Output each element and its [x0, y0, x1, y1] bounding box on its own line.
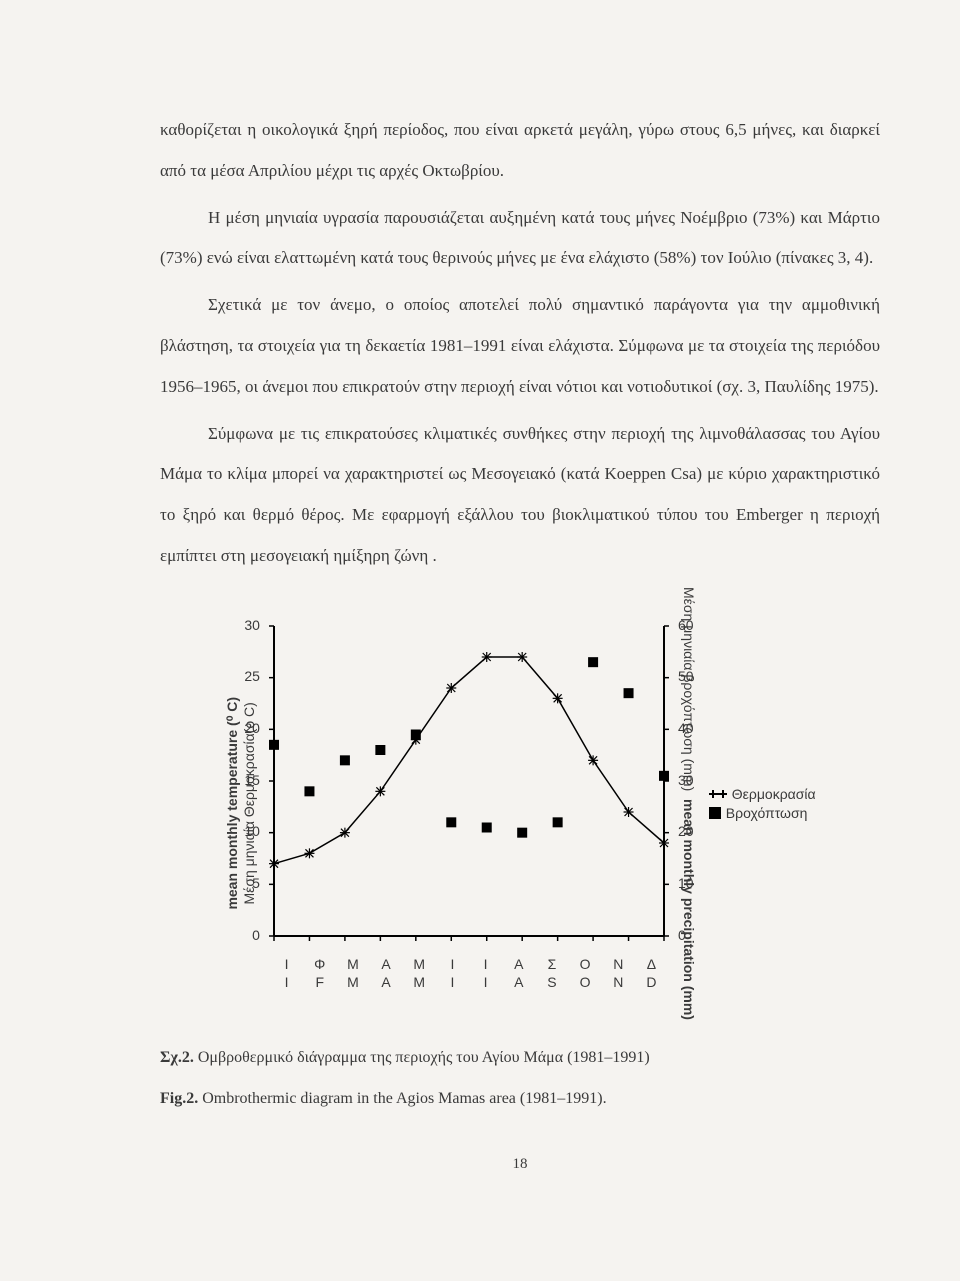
paragraph-4: Σύμφωνα με τις επικρατούσες κλιματικές σ… — [160, 414, 880, 577]
paragraph-3: Σχετικά με τον άνεμο, ο οποίος αποτελεί … — [160, 285, 880, 407]
x-tick: ΑA — [369, 955, 402, 991]
page-number: 18 — [160, 1156, 880, 1173]
x-axis-ticks: ΙIΦFΜMΑAΜMΙIΙIΑAΣSΟOΝNΔD — [264, 955, 674, 991]
right-y-axis-label: Μέση μηνιαία βροχόπτωση (mm) mean monthl… — [680, 587, 697, 1020]
right-tick: 0 — [678, 927, 702, 943]
legend-square-icon — [709, 807, 721, 819]
right-tick: 20 — [678, 823, 702, 839]
right-tick: 30 — [678, 772, 702, 788]
chart-plot: 051015202530 0102030405060 — [264, 616, 674, 951]
legend-precipitation: Βροχόπτωση — [709, 805, 816, 821]
paragraph-2: Η μέση μηνιαία υγρασία παρουσιάζεται αυξ… — [160, 198, 880, 280]
figure-2: mean monthly temperature (⁰ C) Μέση μηνι… — [160, 587, 880, 1020]
right-tick: 40 — [678, 720, 702, 736]
chart-svg — [264, 616, 674, 946]
left-tick: 30 — [236, 617, 260, 633]
right-tick: 60 — [678, 617, 702, 633]
x-tick: ΔD — [635, 955, 668, 991]
x-tick: ΙI — [270, 955, 303, 991]
paragraph-1: καθορίζεται η οικολογικά ξηρή περίοδος, … — [160, 110, 880, 192]
x-tick: ΦF — [303, 955, 336, 991]
legend-temperature: Θερμοκρασία — [709, 786, 816, 802]
left-tick: 10 — [236, 823, 260, 839]
left-tick: 0 — [236, 927, 260, 943]
x-tick: ΙI — [469, 955, 502, 991]
left-tick: 20 — [236, 720, 260, 736]
x-tick: ΜM — [336, 955, 369, 991]
legend-line-icon — [709, 793, 727, 795]
x-tick: ΜM — [403, 955, 436, 991]
x-tick: ΑA — [502, 955, 535, 991]
x-tick: ΟO — [569, 955, 602, 991]
chart-legend: Θερμοκρασία Βροχόπτωση — [709, 783, 816, 824]
page: καθορίζεται η οικολογικά ξηρή περίοδος, … — [0, 0, 960, 1281]
right-tick: 50 — [678, 668, 702, 684]
x-tick: ΣS — [535, 955, 568, 991]
figure-caption-gr: Σχ.2. Ομβροθερμικό διάγραμμα της περιοχή… — [160, 1040, 880, 1075]
left-tick: 25 — [236, 668, 260, 684]
left-tick: 5 — [236, 875, 260, 891]
left-tick: 15 — [236, 772, 260, 788]
x-tick: ΝN — [602, 955, 635, 991]
right-tick: 10 — [678, 875, 702, 891]
x-tick: ΙI — [436, 955, 469, 991]
legend-precip-label: Βροχόπτωση — [726, 805, 808, 821]
figure-caption-en: Fig.2. Ombrothermic diagram in the Agios… — [160, 1081, 880, 1116]
legend-temp-label: Θερμοκρασία — [732, 786, 816, 802]
